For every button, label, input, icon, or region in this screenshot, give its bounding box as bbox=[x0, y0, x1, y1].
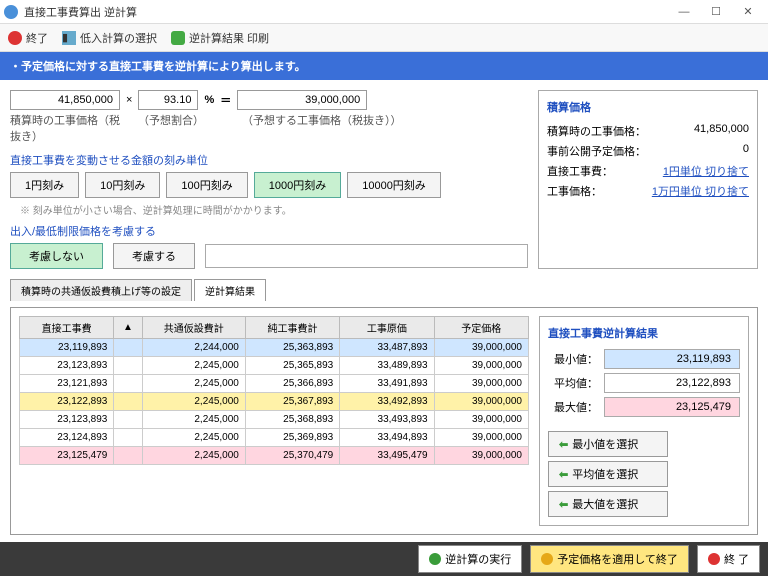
calc-result-title: 直接工事費逆計算結果 bbox=[548, 325, 740, 341]
summary-row: 積算時の工事価格：41,850,000 bbox=[547, 121, 749, 141]
column-header[interactable]: ▲ bbox=[114, 317, 142, 339]
table-row[interactable]: 23,123,8932,245,00025,365,89333,489,8933… bbox=[20, 357, 529, 375]
close-icon bbox=[708, 553, 720, 565]
select-max-button[interactable]: ⬅最大値を選択 bbox=[548, 491, 668, 517]
column-header[interactable]: 共通仮設費計 bbox=[142, 317, 245, 339]
column-header[interactable]: 予定価格 bbox=[434, 317, 528, 339]
rounding-title: 直接工事費を変動させる金額の刻み単位 bbox=[10, 152, 528, 168]
summary-row: 直接工事費：1円単位 切り捨て bbox=[547, 161, 749, 181]
results-panel: 直接工事費▲共通仮設費計純工事費計工事原価予定価格 23,119,8932,24… bbox=[10, 307, 758, 535]
run-icon bbox=[429, 553, 441, 565]
mult-sign: × bbox=[126, 94, 132, 106]
window-title: 直接工事費算出 逆計算 bbox=[24, 4, 668, 20]
consider-no-button[interactable]: 考慮しない bbox=[10, 243, 103, 269]
consider-title: 出入/最低制限価格を考慮する bbox=[10, 223, 528, 239]
arrow-icon: ⬅ bbox=[559, 468, 568, 481]
print-button[interactable]: 逆計算結果 印刷 bbox=[171, 30, 269, 46]
select-min-button[interactable]: ⬅最小値を選択 bbox=[548, 431, 668, 457]
result-input[interactable]: 39,000,000 bbox=[237, 90, 367, 110]
table-row[interactable]: 23,119,8932,244,00025,363,89333,487,8933… bbox=[20, 339, 529, 357]
tab-settings[interactable]: 積算時の共通仮設費積上げ等の設定 bbox=[10, 279, 192, 301]
rounding-option-1[interactable]: 10円刻み bbox=[85, 172, 160, 198]
max-value: 23,125,479 bbox=[604, 397, 740, 417]
print-icon bbox=[171, 31, 185, 45]
column-header[interactable]: 工事原価 bbox=[340, 317, 434, 339]
results-table: 直接工事費▲共通仮設費計純工事費計工事原価予定価格 23,119,8932,24… bbox=[19, 316, 529, 465]
close-icon bbox=[8, 31, 22, 45]
apply-button[interactable]: 予定価格を適用して終了 bbox=[530, 545, 689, 573]
summary-title: 積算価格 bbox=[547, 99, 749, 115]
rounding-option-2[interactable]: 100円刻み bbox=[166, 172, 247, 198]
avg-label: 平均値： bbox=[548, 375, 598, 391]
summary-box: 積算価格 積算時の工事価格：41,850,000事前公開予定価格：0直接工事費：… bbox=[538, 90, 758, 269]
rounding-buttons: 1円刻み10円刻み100円刻み 1000円刻み10000円刻み bbox=[10, 172, 528, 198]
rounding-option-0[interactable]: 1円刻み bbox=[10, 172, 79, 198]
import-icon: ▮ bbox=[62, 31, 76, 45]
label-rate: （予想割合） bbox=[126, 112, 216, 144]
avg-value: 23,122,893 bbox=[604, 373, 740, 393]
tabs: 積算時の共通仮設費積上げ等の設定 逆計算結果 bbox=[10, 275, 758, 301]
rate-input[interactable]: 93.10 bbox=[138, 90, 198, 110]
min-label: 最小値： bbox=[548, 351, 598, 367]
footer-close-button[interactable]: 終 了 bbox=[697, 545, 760, 573]
titlebar: 直接工事費算出 逆計算 — ☐ ✕ bbox=[0, 0, 768, 24]
column-header[interactable]: 純工事費計 bbox=[245, 317, 339, 339]
summary-row: 事前公開予定価格：0 bbox=[547, 141, 749, 161]
import-button[interactable]: ▮低入計算の選択 bbox=[62, 30, 157, 46]
rounding-option-3[interactable]: 1000円刻み bbox=[254, 172, 341, 198]
label-amount: 積算時の工事価格（税抜き） bbox=[10, 112, 120, 144]
main-content: 41,850,000 × 93.10 % ＝ 39,000,000 積算時の工事… bbox=[0, 80, 768, 542]
minimize-button[interactable]: — bbox=[668, 1, 700, 23]
rounding-option-4[interactable]: 10000円刻み bbox=[347, 172, 441, 198]
amount-input[interactable]: 41,850,000 bbox=[10, 90, 120, 110]
column-header[interactable]: 直接工事費 bbox=[20, 317, 114, 339]
table-row[interactable]: 23,125,4792,245,00025,370,47933,495,4793… bbox=[20, 447, 529, 465]
min-value: 23,119,893 bbox=[604, 349, 740, 369]
tab-results[interactable]: 逆計算結果 bbox=[194, 279, 266, 301]
percent-sign: % bbox=[204, 94, 214, 106]
calc-result-box: 直接工事費逆計算結果 最小値： 23,119,893 平均値： 23,122,893… bbox=[539, 316, 749, 526]
consider-box bbox=[205, 244, 528, 268]
close-button[interactable]: 終了 bbox=[8, 30, 48, 46]
table-row[interactable]: 23,124,8932,245,00025,369,89333,494,8933… bbox=[20, 429, 529, 447]
table-row[interactable]: 23,122,8932,245,00025,367,89333,492,8933… bbox=[20, 393, 529, 411]
app-icon bbox=[4, 5, 18, 19]
rounding-note: ※ 刻み単位が小さい場合、逆計算処理に時間がかかります。 bbox=[20, 202, 528, 217]
arrow-icon: ⬅ bbox=[559, 498, 568, 511]
max-label: 最大値： bbox=[548, 399, 598, 415]
label-result: （予想する工事価格（税抜き）） bbox=[222, 112, 528, 144]
select-avg-button[interactable]: ⬅平均値を選択 bbox=[548, 461, 668, 487]
equals-sign: ＝ bbox=[220, 92, 231, 108]
info-banner: ・予定価格に対する直接工事費を逆計算により算出します。 bbox=[0, 52, 768, 80]
close-window-button[interactable]: ✕ bbox=[732, 1, 764, 23]
run-button[interactable]: 逆計算の実行 bbox=[418, 545, 522, 573]
toolbar: 終了 ▮低入計算の選択 逆計算結果 印刷 bbox=[0, 24, 768, 52]
summary-row: 工事価格：1万円単位 切り捨て bbox=[547, 181, 749, 201]
maximize-button[interactable]: ☐ bbox=[700, 1, 732, 23]
table-wrap: 直接工事費▲共通仮設費計純工事費計工事原価予定価格 23,119,8932,24… bbox=[19, 316, 529, 526]
table-row[interactable]: 23,123,8932,245,00025,368,89333,493,8933… bbox=[20, 411, 529, 429]
table-row[interactable]: 23,121,8932,245,00025,366,89333,491,8933… bbox=[20, 375, 529, 393]
arrow-icon: ⬅ bbox=[559, 438, 568, 451]
apply-icon bbox=[541, 553, 553, 565]
footer: 逆計算の実行 予定価格を適用して終了 終 了 bbox=[0, 542, 768, 576]
consider-yes-button[interactable]: 考慮する bbox=[113, 243, 195, 269]
